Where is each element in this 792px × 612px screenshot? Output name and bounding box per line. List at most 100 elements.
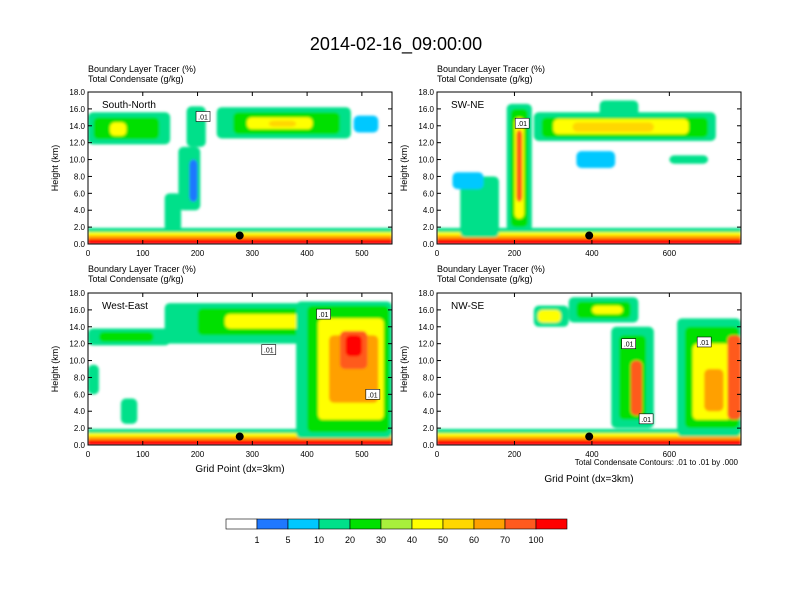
y-tick-label: 2.0 — [74, 223, 86, 232]
plot-frame — [87, 91, 393, 245]
x-tick-label: 600 — [663, 450, 677, 459]
x-tick-label: 400 — [585, 249, 599, 258]
y-tick-label: 6.0 — [74, 189, 86, 198]
y-tick-label: 6.0 — [74, 390, 86, 399]
y-axis-label: Height (km) — [399, 145, 409, 192]
panel-header-condensate: Total Condensate (g/kg) — [437, 74, 533, 84]
y-axis-label: Height (km) — [399, 346, 409, 393]
x-tick-label: 400 — [300, 249, 314, 258]
colorbar-swatch — [380, 518, 413, 530]
y-tick-label: 10.0 — [418, 156, 434, 165]
y-axis-label: Height (km) — [50, 145, 60, 192]
panel-nw-se: Boundary Layer Tracer (%) Total Condensa… — [399, 264, 742, 485]
contour-label: .01 — [699, 340, 709, 347]
panel-header-tracer: Boundary Layer Tracer (%) — [88, 64, 196, 74]
y-tick-label: 2.0 — [423, 424, 435, 433]
x-tick-label: 200 — [508, 249, 522, 258]
x-tick-label: 0 — [435, 450, 440, 459]
contour-label-box — [316, 308, 331, 320]
panel-header-condensate: Total Condensate (g/kg) — [88, 74, 184, 84]
plot-frame — [87, 292, 393, 446]
contour-label-box — [514, 117, 530, 129]
colorbar: 1 5 10 20 30 40 50 60 70 100 — [225, 518, 568, 545]
contour-label-box — [638, 413, 654, 425]
x-tick-label: 100 — [136, 249, 150, 258]
y-tick-label: 0.0 — [74, 240, 86, 249]
location-marker — [585, 432, 594, 441]
plot-frame — [436, 91, 742, 245]
panel-sw-ne: Boundary Layer Tracer (%) Total Condensa… — [399, 64, 742, 258]
y-tick-label: 18.0 — [69, 88, 85, 97]
contour-label: .01 — [624, 342, 634, 349]
y-tick-label: 2.0 — [74, 424, 86, 433]
tracer-region — [120, 398, 138, 424]
tracer-region — [669, 155, 709, 164]
tracer-region — [516, 130, 523, 202]
color-field — [437, 297, 741, 445]
y-tick-label: 12.0 — [69, 340, 85, 349]
x-tick-label: 300 — [246, 249, 260, 258]
panel-header-tracer: Boundary Layer Tracer (%) — [437, 264, 545, 274]
colorbar-label: 10 — [314, 535, 324, 545]
tracer-region — [537, 309, 561, 323]
y-tick-label: 12.0 — [418, 139, 434, 148]
contour-label-box — [621, 338, 636, 349]
location-marker — [235, 231, 244, 240]
x-tick-label: 500 — [355, 450, 369, 459]
plot-frame — [436, 292, 742, 446]
y-tick-label: 8.0 — [423, 373, 435, 382]
x-axis-label: Grid Point (dx=3km) — [195, 464, 284, 475]
y-tick-label: 4.0 — [74, 206, 86, 215]
y-tick-label: 14.0 — [69, 122, 85, 131]
tracer-region — [224, 314, 308, 329]
colorbar-swatch — [256, 518, 289, 530]
panel-south-north: Boundary Layer Tracer (%) Total Condensa… — [50, 64, 393, 258]
contour-label: .01 — [198, 114, 208, 121]
contour-label-box — [365, 389, 381, 400]
y-tick-label: 10.0 — [69, 357, 85, 366]
x-tick-label: 0 — [86, 450, 91, 459]
y-tick-label: 12.0 — [69, 139, 85, 148]
tracer-region — [572, 122, 654, 132]
y-tick-label: 10.0 — [69, 156, 85, 165]
contour-label: .01 — [319, 312, 329, 319]
colorbar-label: 40 — [407, 535, 417, 545]
y-tick-label: 2.0 — [423, 223, 435, 232]
y-tick-label: 18.0 — [418, 88, 434, 97]
colorbar-label: 70 — [500, 535, 510, 545]
tracer-region — [345, 335, 362, 357]
y-tick-label: 4.0 — [74, 407, 86, 416]
contour-label-box — [696, 336, 712, 348]
panel-header-condensate: Total Condensate (g/kg) — [437, 274, 533, 284]
y-tick-label: 14.0 — [69, 323, 85, 332]
y-tick-label: 0.0 — [74, 441, 86, 450]
y-tick-label: 16.0 — [418, 306, 434, 315]
x-tick-label: 600 — [663, 249, 677, 258]
y-tick-label: 0.0 — [423, 240, 435, 249]
colorbar-swatch — [442, 518, 475, 530]
colorbar-swatch — [318, 518, 351, 530]
contour-label: .01 — [641, 417, 651, 424]
y-tick-label: 14.0 — [418, 122, 434, 131]
tracer-region — [268, 120, 297, 127]
y-tick-label: 10.0 — [418, 357, 434, 366]
panel-header-condensate: Total Condensate (g/kg) — [88, 274, 184, 284]
location-marker — [235, 432, 244, 441]
tracer-region — [599, 100, 639, 118]
panel-direction-label: NW-SE — [451, 301, 484, 312]
x-tick-label: 0 — [86, 249, 91, 258]
y-tick-label: 16.0 — [418, 105, 434, 114]
color-field — [88, 106, 392, 244]
contour-label: .01 — [517, 121, 527, 128]
panel-direction-label: SW-NE — [451, 100, 484, 111]
tracer-region — [630, 360, 643, 416]
y-tick-label: 8.0 — [74, 373, 86, 382]
colorbar-swatch — [473, 518, 506, 530]
x-tick-label: 500 — [355, 249, 369, 258]
x-tick-label: 200 — [508, 450, 522, 459]
y-tick-label: 6.0 — [423, 390, 435, 399]
colorbar-swatch — [225, 518, 258, 530]
colorbar-label: 50 — [438, 535, 448, 545]
tracer-band — [437, 238, 741, 244]
y-tick-label: 8.0 — [423, 172, 435, 181]
